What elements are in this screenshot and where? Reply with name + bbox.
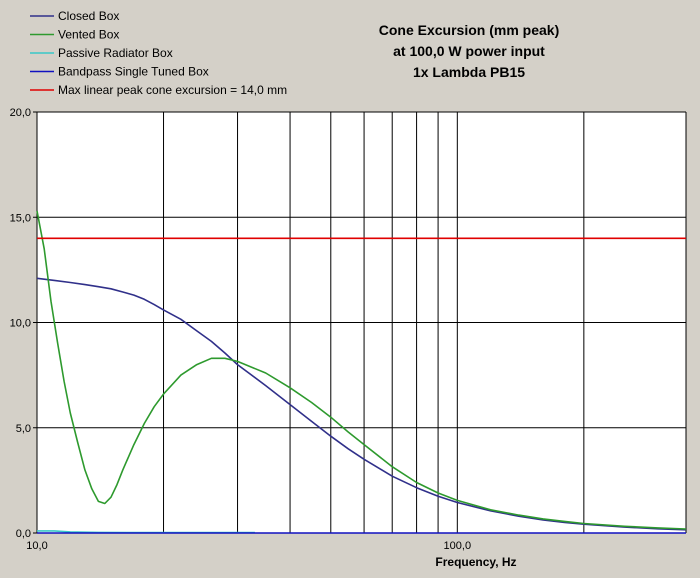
legend-label-2: Passive Radiator Box — [58, 46, 173, 60]
legend-label-0: Closed Box — [58, 9, 119, 23]
chart-title: Cone Excursion (mm peak) at 100,0 W power… — [379, 22, 560, 80]
y-tick-label-2: 10,0 — [10, 318, 31, 330]
series-layer — [36, 210, 687, 534]
x-tick-label-1: 100,0 — [444, 540, 472, 552]
series-line-1 — [36, 210, 687, 530]
title-line-0: Cone Excursion (mm peak) — [379, 22, 560, 38]
legend: Closed Box Vented Box Passive Radiator Box… — [30, 9, 287, 97]
y-tick-label-0: 0,0 — [16, 528, 31, 540]
series-line-0 — [36, 277, 687, 531]
y-tick-label-1: 5,0 — [16, 423, 31, 435]
legend-label-4: Max linear peak cone excursion = 14,0 mm — [58, 83, 287, 97]
x-axis-label: Frequency, Hz — [435, 555, 516, 569]
legend-label-1: Vented Box — [58, 28, 119, 42]
title-line-1: at 100,0 W power input — [393, 43, 545, 59]
y-axis-ticks: 0,0 5,0 10,0 15,0 20,0 — [10, 107, 37, 540]
x-tick-label-0: 10,0 — [26, 540, 47, 552]
y-tick-label-3: 15,0 — [10, 212, 31, 224]
legend-label-3: Bandpass Single Tuned Box — [58, 65, 209, 79]
title-line-2: 1x Lambda PB15 — [413, 64, 525, 80]
y-tick-label-4: 20,0 — [10, 107, 31, 119]
x-axis-ticks: 10,0 100,0 — [26, 540, 471, 552]
